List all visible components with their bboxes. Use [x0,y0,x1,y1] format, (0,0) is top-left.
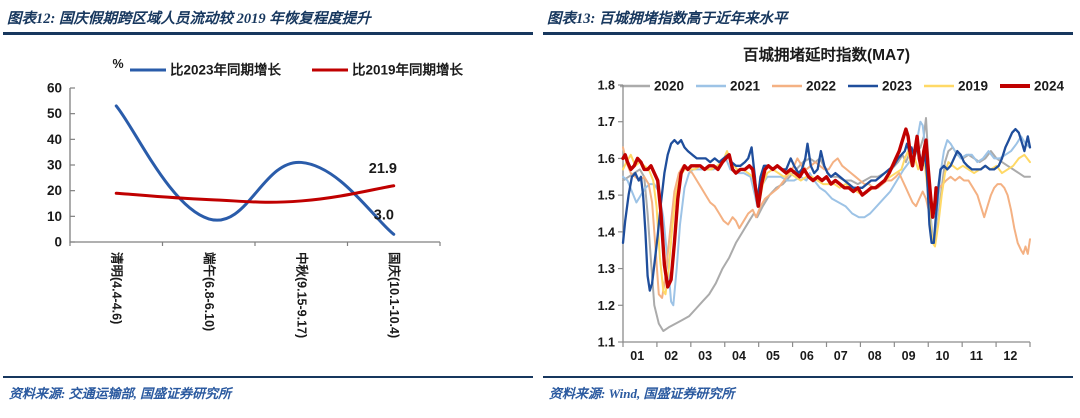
figure-12-panel: 图表12: 国庆假期跨区域人员流动较 2019 年恢复程度提升 % 比2023年同… [3,11,533,401]
svg-text:1.5: 1.5 [598,189,615,203]
svg-text:06: 06 [800,349,814,363]
svg-text:2022: 2022 [806,79,836,94]
svg-text:0: 0 [54,235,62,250]
svg-text:1.6: 1.6 [598,152,615,166]
svg-text:30: 30 [47,158,62,173]
svg-text:1.3: 1.3 [598,262,615,276]
svg-text:比2023年同期增长: 比2023年同期增长 [170,62,282,78]
svg-text:端午(6.8-6.10): 端午(6.8-6.10) [202,252,217,331]
figure-13-title-rule [543,32,1073,35]
figure-13-source-rule [543,376,1073,378]
svg-text:40: 40 [47,132,62,147]
svg-text:2019: 2019 [958,79,988,94]
svg-text:1.1: 1.1 [598,336,615,350]
svg-text:2021: 2021 [730,79,761,94]
svg-text:百城拥堵延时指数(MA7): 百城拥堵延时指数(MA7) [743,45,910,64]
svg-text:%: % [112,57,123,71]
svg-text:1.8: 1.8 [598,79,615,93]
svg-text:03: 03 [698,349,712,363]
svg-text:50: 50 [47,106,62,121]
svg-text:10: 10 [936,349,950,363]
svg-text:10: 10 [47,209,62,224]
figure-12-source-rule [3,376,533,378]
svg-text:02: 02 [664,349,678,363]
svg-text:国庆(10.1-10.4): 国庆(10.1-10.4) [387,252,402,338]
svg-text:3.0: 3.0 [374,207,394,223]
holiday-travel-line-chart: % 比2023年同期增长 比2019年同期增长 0 10 20 30 40 50 60 清明(4.4… [47,57,464,338]
figure-12-title: 图表12: 国庆假期跨区域人员流动较 2019 年恢复程度提升 [7,11,371,27]
figure-13-source-note: 资料来源: Wind, 国盛证券研究所 [549,386,735,401]
figure-13-panel: 图表13: 百城拥堵指数高于近年来水平 百城拥堵延时指数(MA7) 2020 202… [540,0,1080,418]
svg-text:比2019年同期增长: 比2019年同期增长 [352,62,464,78]
svg-text:1.4: 1.4 [598,225,615,239]
svg-text:05: 05 [766,349,780,363]
svg-text:04: 04 [732,349,746,363]
svg-text:2020: 2020 [654,79,684,94]
svg-text:1.2: 1.2 [598,299,615,313]
congestion-index-line-chart: 百城拥堵延时指数(MA7) 2020 2021 2022 2023 2019 2024 1.1… [598,45,1065,363]
svg-text:11: 11 [970,349,983,363]
figure-12-title-rule [3,32,533,35]
svg-text:08: 08 [868,349,882,363]
svg-text:中秋(9.15-9.17): 中秋(9.15-9.17) [294,252,309,338]
figure-12-source-note: 资料来源: 交通运输部, 国盛证券研究所 [9,386,232,401]
svg-text:01: 01 [630,349,644,363]
figure-13-title: 图表13: 百城拥堵指数高于近年来水平 [547,11,788,27]
svg-text:1.7: 1.7 [598,115,615,129]
svg-text:60: 60 [47,81,62,96]
svg-text:清明(4.4-4.6): 清明(4.4-4.6) [109,252,124,324]
svg-text:12: 12 [1003,349,1017,363]
svg-text:2024: 2024 [1034,79,1065,94]
svg-text:20: 20 [47,183,62,198]
svg-text:2023: 2023 [882,79,913,94]
svg-text:07: 07 [834,349,848,363]
svg-text:09: 09 [902,349,916,363]
svg-text:21.9: 21.9 [369,161,397,177]
